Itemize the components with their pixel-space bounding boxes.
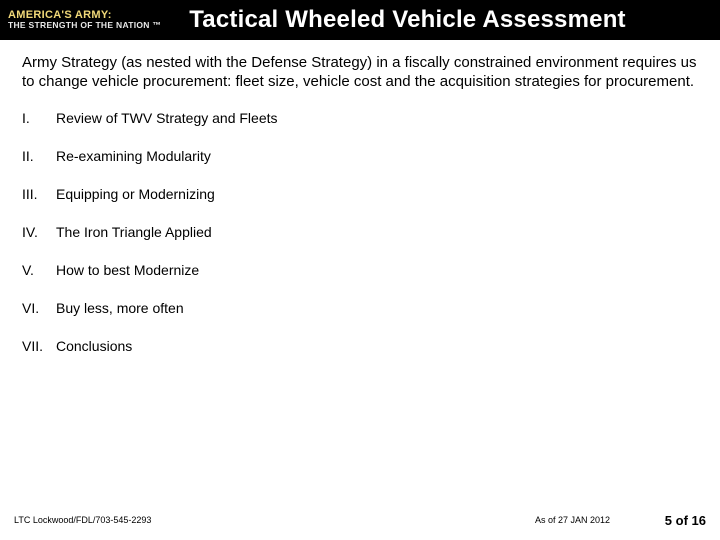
outline-text: The Iron Triangle Applied xyxy=(56,224,212,240)
footer-right: As of 27 JAN 2012 xyxy=(535,515,610,525)
logo: AMERICA'S ARMY: THE STRENGTH OF THE NATI… xyxy=(8,9,161,30)
outline-item: VII. Conclusions xyxy=(22,338,698,354)
slide-body: Army Strategy (as nested with the Defens… xyxy=(0,40,720,540)
slide: AMERICA'S ARMY: THE STRENGTH OF THE NATI… xyxy=(0,0,720,540)
logo-line2: THE STRENGTH OF THE NATION ™ xyxy=(8,21,161,30)
outline-text: Conclusions xyxy=(56,338,132,354)
outline-item: I. Review of TWV Strategy and Fleets xyxy=(22,110,698,126)
outline-item: III. Equipping or Modernizing xyxy=(22,186,698,202)
outline-item: V. How to best Modernize xyxy=(22,262,698,278)
outline-num: VI. xyxy=(22,300,56,316)
outline-num: V. xyxy=(22,262,56,278)
outline-num: IV. xyxy=(22,224,56,240)
footer-left: LTC Lockwood/FDL/703-545-2293 xyxy=(14,515,151,525)
slide-title: Tactical Wheeled Vehicle Assessment xyxy=(189,6,626,34)
outline-text: How to best Modernize xyxy=(56,262,199,278)
outline-num: I. xyxy=(22,110,56,126)
outline-text: Buy less, more often xyxy=(56,300,184,316)
outline-text: Equipping or Modernizing xyxy=(56,186,215,202)
outline-item: IV. The Iron Triangle Applied xyxy=(22,224,698,240)
outline-num: II. xyxy=(22,148,56,164)
page-total: 16 xyxy=(692,513,706,528)
intro-paragraph: Army Strategy (as nested with the Defens… xyxy=(22,54,698,92)
page-of: of xyxy=(676,513,688,528)
page-current: 5 xyxy=(665,513,672,528)
outline-text: Review of TWV Strategy and Fleets xyxy=(56,110,278,126)
outline-item: II. Re-examining Modularity xyxy=(22,148,698,164)
outline-text: Re-examining Modularity xyxy=(56,148,211,164)
footer: LTC Lockwood/FDL/703-545-2293 As of 27 J… xyxy=(0,510,720,530)
header-bar: AMERICA'S ARMY: THE STRENGTH OF THE NATI… xyxy=(0,0,720,40)
outline-list: I. Review of TWV Strategy and Fleets II.… xyxy=(22,110,698,354)
outline-num: VII. xyxy=(22,338,56,354)
outline-num: III. xyxy=(22,186,56,202)
outline-item: VI. Buy less, more often xyxy=(22,300,698,316)
page-number: 5 of 16 xyxy=(665,513,706,528)
